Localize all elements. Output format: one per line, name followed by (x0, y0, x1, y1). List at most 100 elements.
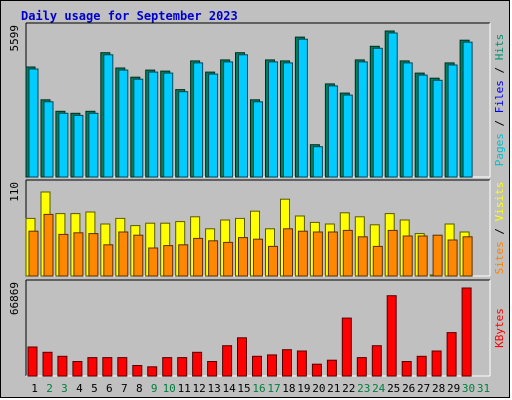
bar-visits-sites-3 (58, 233, 69, 277)
x-tick-label-7: 7 (121, 382, 128, 395)
x-tick-label-24: 24 (372, 382, 386, 395)
bar-kbytes-kbytes-1 (27, 346, 38, 377)
bar-kbytes-kbytes-28 (431, 350, 442, 377)
bar-traffic-files-19 (297, 38, 308, 178)
bar-kbytes-kbytes-15 (237, 337, 247, 377)
bar-traffic-files-29 (447, 64, 458, 178)
bar-kbytes-kbytes-24 (371, 345, 382, 377)
bar-traffic-files-7 (118, 69, 129, 178)
bar-visits-sites-23 (357, 236, 368, 277)
x-tick-label-2: 2 (46, 382, 53, 395)
bar-kbytes-kbytes-8 (132, 365, 143, 377)
bar-traffic-files-13 (208, 73, 219, 178)
bar-traffic-files-16 (253, 101, 263, 178)
bar-visits-sites-30 (462, 236, 473, 277)
bar-traffic-files-6 (103, 54, 114, 178)
panel-traffic-max-label: 5599 (8, 25, 21, 52)
bar-kbytes-kbytes-17 (267, 354, 277, 377)
panel-visits-legend: Sites / Visits (493, 182, 506, 275)
legend-separator: / (493, 221, 506, 241)
bar-kbytes-kbytes-27 (416, 355, 427, 377)
x-tick-label-10: 10 (163, 382, 176, 395)
bar-kbytes-kbytes-25 (386, 295, 397, 377)
bar-kbytes-kbytes-18 (282, 349, 292, 377)
bar-visits-sites-4 (73, 232, 84, 277)
bar-kbytes-kbytes-12 (192, 351, 203, 377)
bar-visits-sites-10 (163, 245, 174, 277)
x-tick-label-14: 14 (222, 382, 236, 395)
bar-kbytes-kbytes-14 (222, 345, 233, 377)
x-tick-label-22: 22 (342, 382, 355, 395)
legend-item-sites: Sites (493, 241, 506, 274)
bar-traffic-files-28 (432, 79, 443, 178)
bar-traffic-files-1 (28, 68, 39, 178)
bar-traffic-files-23 (357, 61, 368, 178)
bar-visits-sites-17 (268, 245, 278, 277)
legend-item-kbytes: KBytes (493, 308, 506, 348)
x-tick-label-29: 29 (447, 382, 460, 395)
bar-visits-sites-8 (133, 234, 144, 277)
bar-traffic-files-11 (178, 91, 189, 178)
bar-kbytes-kbytes-20 (311, 363, 322, 377)
bar-visits-sites-7 (118, 231, 129, 277)
bar-traffic-files-3 (58, 112, 69, 178)
bar-traffic-files-20 (312, 146, 323, 178)
bar-traffic-files-27 (417, 74, 428, 178)
legend-item-files: Files (493, 80, 506, 113)
bar-visits-sites-24 (372, 245, 383, 277)
bar-traffic-files-21 (327, 85, 338, 178)
bar-traffic-files-17 (268, 61, 278, 178)
bar-traffic-files-4 (73, 114, 84, 178)
bar-kbytes-kbytes-2 (42, 351, 53, 377)
bar-kbytes-kbytes-29 (446, 332, 457, 377)
bar-visits-sites-18 (283, 228, 293, 277)
bar-kbytes-kbytes-19 (296, 350, 307, 377)
bar-visits-sites-14 (223, 241, 234, 277)
x-tick-label-9: 9 (151, 382, 158, 395)
bar-visits-sites-9 (148, 247, 159, 277)
bar-visits-sites-28 (432, 234, 443, 277)
bar-traffic-files-14 (223, 61, 234, 178)
bar-kbytes-kbytes-3 (57, 355, 68, 377)
bar-kbytes-kbytes-7 (117, 357, 128, 377)
legend-item-visits: Visits (493, 182, 506, 222)
bar-visits-sites-21 (327, 231, 338, 277)
bar-visits-sites-27 (417, 235, 428, 277)
x-tick-label-23: 23 (357, 382, 370, 395)
bar-traffic-files-12 (193, 62, 204, 178)
x-tick-label-25: 25 (387, 382, 400, 395)
bar-visits-sites-15 (238, 237, 248, 277)
bar-kbytes-kbytes-26 (401, 361, 412, 377)
bar-visits-sites-22 (342, 229, 353, 277)
bar-kbytes-kbytes-10 (162, 357, 173, 377)
bar-kbytes-kbytes-30 (461, 287, 472, 377)
bar-traffic-files-22 (342, 94, 353, 178)
panel-traffic-legend: Pages / Files / Hits (493, 34, 506, 167)
bar-kbytes-kbytes-5 (87, 357, 98, 377)
bar-kbytes-kbytes-16 (252, 355, 262, 377)
bar-traffic-files-24 (372, 47, 383, 178)
x-tick-label-6: 6 (106, 382, 113, 395)
x-tick-label-17: 17 (267, 382, 280, 395)
x-tick-label-12: 12 (192, 382, 205, 395)
x-tick-label-13: 13 (207, 382, 220, 395)
bar-kbytes-kbytes-9 (147, 366, 158, 377)
bar-visits-sites-29 (447, 239, 458, 277)
bar-visits-sites-16 (253, 238, 263, 277)
bar-visits-sites-19 (297, 230, 308, 277)
panel-kbytes-max-label: 66869 (8, 282, 21, 315)
bar-traffic-files-5 (88, 112, 99, 178)
x-tick-label-1: 1 (31, 382, 38, 395)
x-tick-label-18: 18 (282, 382, 295, 395)
bar-traffic-files-2 (43, 101, 54, 178)
bar-kbytes-kbytes-4 (72, 361, 83, 377)
bar-visits-sites-1 (28, 230, 39, 277)
x-tick-label-26: 26 (402, 382, 415, 395)
legend-separator: / (493, 60, 506, 80)
x-tick-label-28: 28 (432, 382, 445, 395)
bar-visits-sites-26 (402, 235, 413, 277)
x-tick-label-4: 4 (76, 382, 83, 395)
bar-traffic-files-10 (163, 72, 174, 178)
chart-title: Daily usage for September 2023 (21, 9, 238, 23)
legend-separator: / (493, 113, 506, 133)
